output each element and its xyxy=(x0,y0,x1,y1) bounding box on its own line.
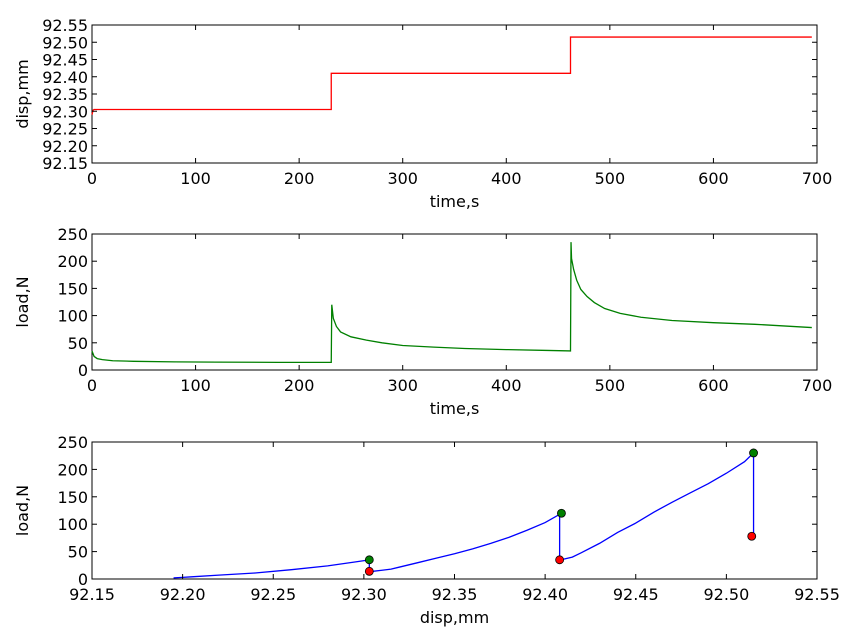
y-axis-label: load,N xyxy=(13,485,32,536)
subplot-load-vs-disp: 92.15 92.20 92.25 92.30 92.35 92.40 92.45 92.50… xyxy=(13,433,840,627)
x-tick-label: 700 xyxy=(802,376,833,395)
y-axis-label: disp,mm xyxy=(13,59,32,128)
x-tick-label: 600 xyxy=(698,376,729,395)
x-tick-label: 0 xyxy=(87,376,97,395)
data-point-marker xyxy=(557,508,566,518)
x-tick-label: 92.20 xyxy=(160,585,206,604)
y-tick-label: 92.30 xyxy=(42,102,88,121)
x-tick-label: 400 xyxy=(491,376,522,395)
data-point-marker xyxy=(555,555,565,565)
x-tick-label: 500 xyxy=(595,376,626,395)
x-tick-label: 92.55 xyxy=(794,585,840,604)
x-tick-label: 200 xyxy=(284,169,315,188)
x-tick-label: 100 xyxy=(180,169,211,188)
y-tick-label: 200 xyxy=(57,460,88,479)
plot-ticks: 92.15 92.20 92.25 92.30 92.35 92.40 92.45 92.50… xyxy=(57,433,839,604)
y-tick-label: 200 xyxy=(57,252,88,271)
data-point-marker xyxy=(364,555,374,565)
x-tick-label: 400 xyxy=(491,169,522,188)
y-tick-label: 100 xyxy=(57,307,88,326)
y-tick-label: 92.55 xyxy=(42,16,88,35)
x-tick-label: 300 xyxy=(387,376,418,395)
y-tick-label: 250 xyxy=(57,225,88,244)
y-tick-label: 92.40 xyxy=(42,68,88,87)
y-tick-label: 150 xyxy=(57,279,88,298)
y-axis-label: load,N xyxy=(13,276,32,327)
data-point-marker xyxy=(364,566,374,576)
y-tick-label: 92.15 xyxy=(42,154,88,173)
x-axis-label: disp,mm xyxy=(420,608,489,627)
y-tick-label: 100 xyxy=(57,515,88,534)
data-point-marker xyxy=(749,448,758,458)
series-line xyxy=(173,451,756,579)
series-line xyxy=(91,36,812,115)
plot-ticks: 0 100 200 300 400 500 600 70092.1592.2092.2592.… xyxy=(42,16,832,188)
x-tick-label: 92.15 xyxy=(69,585,115,604)
x-tick-label: 500 xyxy=(595,169,626,188)
y-tick-label: 50 xyxy=(68,543,88,562)
x-tick-label: 700 xyxy=(802,169,833,188)
subplot-disp-vs-time: 0 100 200 300 400 500 600 70092.1592.2092.2592.… xyxy=(13,16,832,211)
x-tick-label: 92.30 xyxy=(341,585,387,604)
plot-marks xyxy=(91,36,812,115)
y-tick-label: 92.20 xyxy=(42,137,88,156)
y-tick-label: 92.50 xyxy=(42,33,88,52)
y-tick-label: 0 xyxy=(78,570,88,589)
x-tick-label: 200 xyxy=(284,376,315,395)
y-tick-label: 92.35 xyxy=(42,85,88,104)
plot-ticks: 0 100 200 300 400 500 600 700 0 50 100 150 200 250 xyxy=(57,225,832,395)
y-tick-label: 92.45 xyxy=(42,51,88,70)
x-tick-label: 92.25 xyxy=(250,585,296,604)
x-tick-label: 100 xyxy=(180,376,211,395)
x-tick-label: 300 xyxy=(387,169,418,188)
x-tick-label: 92.45 xyxy=(613,585,659,604)
y-tick-label: 50 xyxy=(68,334,88,353)
x-tick-label: 92.35 xyxy=(432,585,478,604)
plot-marks xyxy=(173,448,758,579)
y-tick-label: 92.25 xyxy=(42,120,88,139)
x-axis-label: time,s xyxy=(430,399,480,418)
x-tick-label: 92.40 xyxy=(522,585,568,604)
y-tick-label: 250 xyxy=(57,433,88,452)
subplot-load-vs-time: 0 100 200 300 400 500 600 700 0 50 100 150 200 250 ti… xyxy=(13,225,832,418)
x-tick-label: 0 xyxy=(87,169,97,188)
plot-marks xyxy=(91,242,812,364)
x-axis-label: time,s xyxy=(430,192,480,211)
x-tick-label: 92.50 xyxy=(703,585,749,604)
y-tick-label: 150 xyxy=(57,488,88,507)
y-tick-label: 0 xyxy=(78,361,88,380)
series-line xyxy=(91,242,812,364)
plot-frame xyxy=(91,233,818,371)
x-tick-label: 600 xyxy=(698,169,729,188)
data-point-marker xyxy=(747,531,757,541)
